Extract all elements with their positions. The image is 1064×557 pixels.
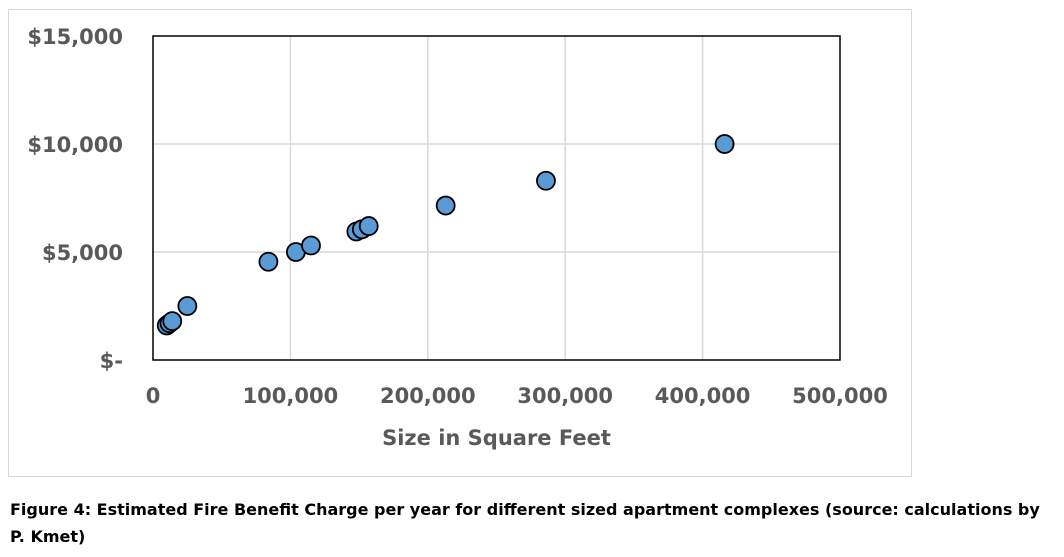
x-axis-title: Size in Square Feet <box>382 426 611 450</box>
x-tick-label: 200,000 <box>380 384 476 408</box>
x-tick-label: 100,000 <box>243 384 339 408</box>
figure-caption: Figure 4: Estimated Fire Benefit Charge … <box>10 500 1040 546</box>
x-tick-label: 500,000 <box>792 384 888 408</box>
data-point <box>177 296 198 316</box>
x-tick-label: 300,000 <box>517 384 613 408</box>
y-tick-label: $10,000 <box>27 133 123 157</box>
data-points <box>156 134 735 336</box>
data-point <box>714 134 735 154</box>
x-axis-ticks: 0 100,000 200,000 300,000 400,000 500,000 <box>146 384 888 408</box>
y-tick-label: $15,000 <box>27 25 123 49</box>
data-point <box>435 195 456 216</box>
data-point <box>358 216 379 236</box>
plot-area-border <box>152 35 841 361</box>
x-tick-label: 400,000 <box>655 384 751 408</box>
data-point <box>258 251 279 272</box>
scatter-chart: $- $5,000 $10,000 $15,000 0 100,000 200,000 30… <box>27 25 888 450</box>
chart-frame <box>8 9 912 477</box>
x-tick-label: 0 <box>146 384 161 408</box>
y-axis-ticks: $- $5,000 $10,000 $15,000 <box>27 25 123 373</box>
data-point <box>536 170 556 191</box>
data-point <box>301 235 321 256</box>
data-point <box>162 311 183 332</box>
y-tick-label: $5,000 <box>42 241 123 265</box>
y-tick-label: $- <box>100 349 123 373</box>
grid-lines <box>153 36 840 360</box>
